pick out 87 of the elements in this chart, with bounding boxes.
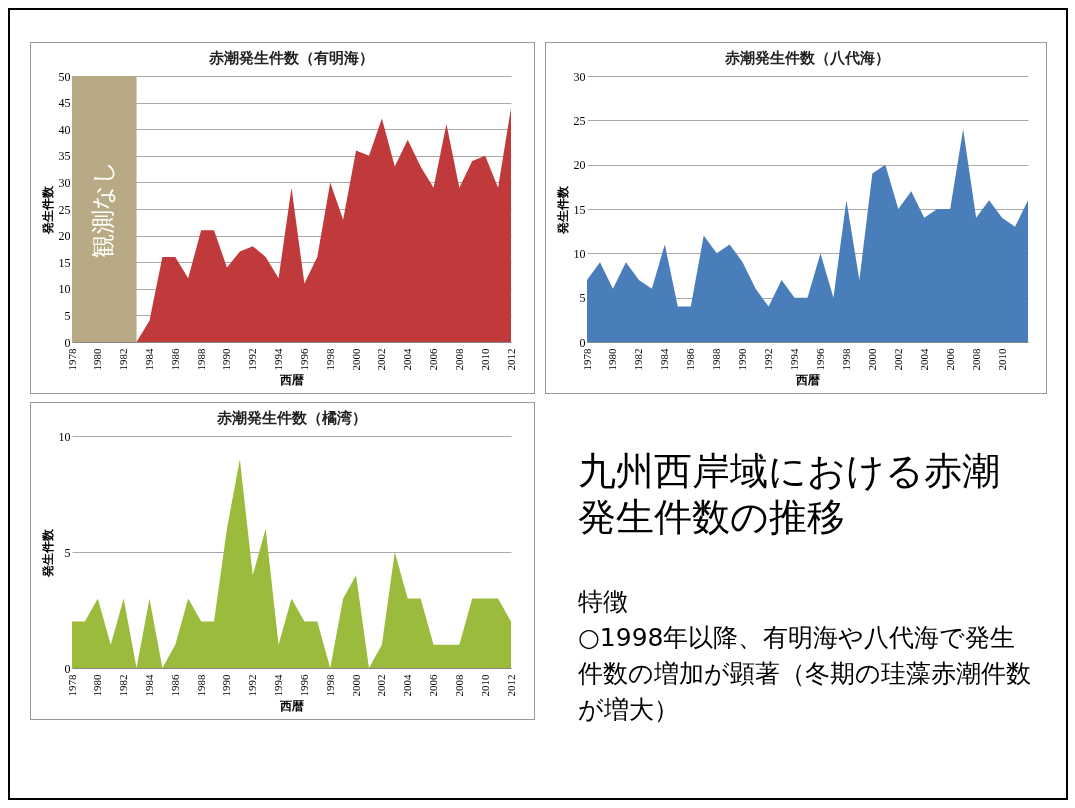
y-tick-label: 5 bbox=[64, 308, 71, 323]
x-tick-label: 1980 bbox=[91, 674, 104, 697]
x-tick-label: 1982 bbox=[117, 348, 130, 371]
x-axis-title: 西暦 bbox=[279, 698, 304, 713]
x-tick-label: 1994 bbox=[272, 348, 285, 371]
x-tick-label: 2004 bbox=[401, 674, 414, 697]
x-axis-title: 西暦 bbox=[279, 372, 304, 387]
text: ○1998年以降、有明海や八代海で発生件数の増加が顕著（冬期の珪藻赤潮件数が増大） bbox=[578, 622, 1032, 726]
x-tick-label: 2006 bbox=[427, 674, 440, 697]
band-label: 観測なし bbox=[89, 160, 118, 258]
x-tick-label: 1984 bbox=[142, 674, 155, 697]
x-tick-label: 2008 bbox=[452, 674, 465, 697]
x-tick-label: 2010 bbox=[995, 348, 1008, 371]
x-tick-label: 1990 bbox=[220, 674, 233, 697]
x-tick-label: 1984 bbox=[142, 348, 155, 371]
x-tick-label: 1988 bbox=[194, 674, 207, 697]
y-tick-label: 25 bbox=[573, 113, 586, 128]
x-tick-label: 2012 bbox=[504, 674, 517, 697]
x-tick-label: 1986 bbox=[684, 348, 697, 371]
y-tick-label: 5 bbox=[579, 291, 586, 306]
y-tick-label: 20 bbox=[573, 158, 586, 173]
y-tick-label: 20 bbox=[58, 229, 71, 244]
x-tick-label: 2002 bbox=[891, 348, 904, 371]
x-tick-label: 1980 bbox=[606, 348, 619, 371]
y-tick-label: 50 bbox=[58, 69, 71, 84]
x-tick-label: 1988 bbox=[710, 348, 723, 371]
y-axis-title: 発生件数 bbox=[40, 184, 55, 235]
x-tick-label: 1986 bbox=[168, 348, 181, 371]
x-tick-label: 2008 bbox=[452, 348, 465, 371]
y-axis-title: 発生件数 bbox=[555, 184, 570, 235]
x-tick-label: 2002 bbox=[375, 348, 388, 371]
x-tick-label: 1984 bbox=[658, 348, 671, 371]
y-tick-label: 15 bbox=[573, 202, 586, 217]
x-tick-label: 2008 bbox=[969, 348, 982, 371]
x-axis-title: 西暦 bbox=[795, 372, 820, 387]
x-tick-label: 1992 bbox=[246, 348, 259, 371]
x-tick-label: 1994 bbox=[788, 348, 801, 371]
chart-title: 赤潮発生件数（橘湾） bbox=[215, 409, 367, 427]
y-tick-label: 10 bbox=[58, 282, 71, 297]
y-tick-label: 40 bbox=[58, 122, 71, 137]
x-tick-label: 1996 bbox=[297, 674, 310, 697]
text: 特徴 bbox=[578, 586, 629, 618]
x-tick-label: 2012 bbox=[504, 348, 517, 371]
x-tick-label: 1996 bbox=[297, 348, 310, 371]
y-axis-title: 発生件数 bbox=[40, 527, 55, 578]
x-tick-label: 1978 bbox=[65, 674, 78, 697]
y-tick-label: 45 bbox=[58, 96, 71, 111]
x-tick-label: 2010 bbox=[478, 674, 491, 697]
y-tick-label: 10 bbox=[573, 246, 586, 261]
x-tick-label: 1996 bbox=[813, 348, 826, 371]
x-tick-label: 1992 bbox=[246, 674, 259, 697]
y-tick-label: 15 bbox=[58, 255, 71, 270]
chart-title: 赤潮発生件数（八代海） bbox=[724, 49, 890, 67]
x-tick-label: 1978 bbox=[65, 348, 78, 371]
x-tick-label: 1992 bbox=[762, 348, 775, 371]
x-tick-label: 2000 bbox=[349, 348, 362, 371]
y-tick-label: 5 bbox=[64, 545, 71, 560]
x-tick-label: 1982 bbox=[632, 348, 645, 371]
x-tick-label: 1998 bbox=[323, 348, 336, 371]
x-tick-label: 1990 bbox=[220, 348, 233, 371]
y-tick-label: 0 bbox=[64, 661, 71, 676]
x-tick-label: 1988 bbox=[194, 348, 207, 371]
x-tick-label: 1986 bbox=[168, 674, 181, 697]
x-tick-label: 2006 bbox=[427, 348, 440, 371]
x-tick-label: 1990 bbox=[736, 348, 749, 371]
x-tick-label: 2000 bbox=[349, 674, 362, 697]
x-tick-label: 2002 bbox=[375, 674, 388, 697]
y-tick-label: 10 bbox=[58, 429, 71, 444]
x-tick-label: 1980 bbox=[91, 348, 104, 371]
x-tick-label: 1998 bbox=[323, 674, 336, 697]
x-tick-label: 2004 bbox=[917, 348, 930, 371]
text: 九州西岸域における赤潮発生件数の推移 bbox=[578, 448, 1001, 540]
x-tick-label: 2010 bbox=[478, 348, 491, 371]
y-tick-label: 35 bbox=[58, 149, 71, 164]
x-tick-label: 1998 bbox=[839, 348, 852, 371]
chart-title: 赤潮発生件数（有明海） bbox=[208, 49, 374, 67]
y-tick-label: 30 bbox=[58, 175, 71, 190]
y-tick-label: 25 bbox=[58, 202, 71, 217]
y-tick-label: 0 bbox=[579, 335, 586, 350]
x-tick-label: 1982 bbox=[117, 674, 130, 697]
y-tick-label: 0 bbox=[64, 335, 71, 350]
x-tick-label: 2004 bbox=[401, 348, 414, 371]
x-tick-label: 1978 bbox=[580, 348, 593, 371]
x-tick-label: 2006 bbox=[943, 348, 956, 371]
x-tick-label: 1994 bbox=[272, 674, 285, 697]
y-tick-label: 30 bbox=[573, 69, 586, 84]
x-tick-label: 2000 bbox=[865, 348, 878, 371]
